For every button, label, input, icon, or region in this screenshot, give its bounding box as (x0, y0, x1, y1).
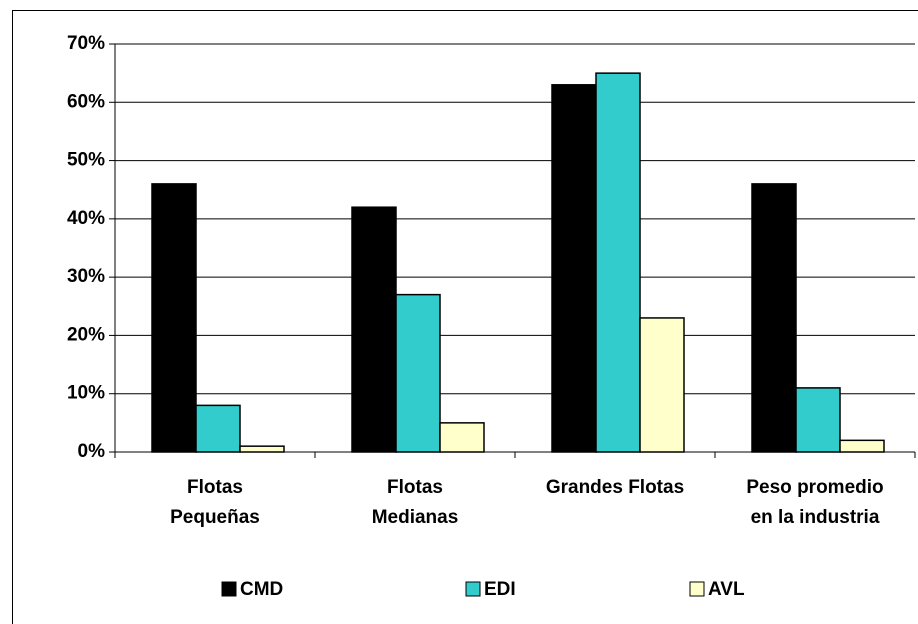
y-tick-label: 0% (78, 441, 106, 462)
x-tick-label: Flotas Medianas (371, 477, 459, 528)
y-tick-label: 10% (67, 383, 105, 404)
bar (351, 206, 397, 453)
x-tick-label: Flotas Pequeñas (170, 477, 260, 528)
y-tick-label: 20% (67, 324, 105, 345)
bar (551, 84, 597, 453)
y-tick-label: 60% (67, 91, 105, 112)
bar (795, 387, 841, 453)
bar (439, 422, 485, 453)
y-tick-label: 40% (67, 208, 105, 229)
y-tick-label: 70% (67, 33, 105, 54)
legend-swatch (221, 581, 237, 597)
y-tick-label: 50% (67, 150, 105, 171)
bar (751, 183, 797, 453)
legend-label: CMD (240, 579, 283, 600)
chart-border (12, 10, 918, 624)
legend-swatch (689, 581, 705, 597)
bar (595, 72, 641, 453)
y-tick-label: 30% (67, 266, 105, 287)
bar (839, 439, 885, 453)
bar (151, 183, 197, 453)
bar (195, 404, 241, 453)
legend-label: AVL (708, 579, 745, 600)
x-tick-label: Peso promedio en la industria (746, 477, 884, 528)
bar (639, 317, 685, 453)
bar (395, 293, 441, 453)
legend-label: EDI (484, 579, 516, 600)
x-tick-label: Grandes Flotas (545, 477, 685, 498)
legend-swatch (465, 581, 481, 597)
bar (239, 445, 285, 453)
